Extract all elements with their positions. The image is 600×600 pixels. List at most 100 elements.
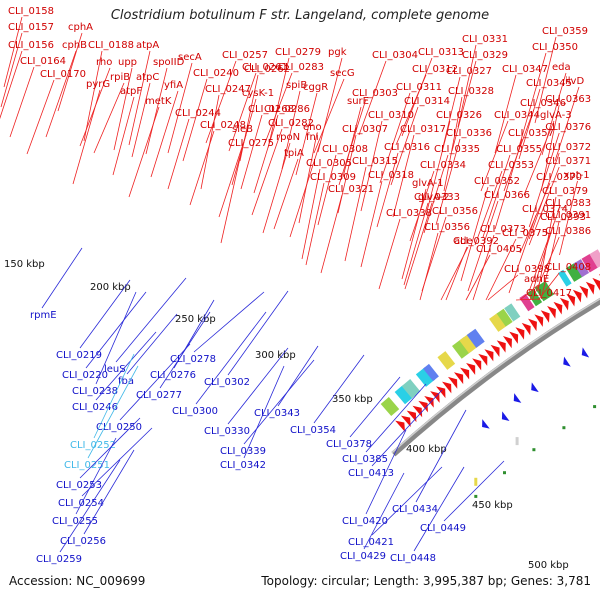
reverse-label-connector (277, 345, 319, 407)
scale-label: 350 kbp (332, 394, 373, 405)
forward-gene-label: CLI_0318 (368, 170, 414, 181)
forward-label-connector (344, 166, 367, 262)
forward-label-connector (537, 196, 557, 292)
reverse-label-connector (115, 277, 187, 363)
forward-gene-label: secA (178, 52, 202, 63)
forward-label-connector (409, 170, 435, 242)
reverse-cds-arrow (581, 347, 590, 358)
reverse-label-connector (79, 279, 131, 349)
forward-gene-label: cggR (303, 82, 328, 93)
reverse-cds-arrow (531, 382, 539, 393)
forward-gene-label: upp (118, 57, 137, 68)
forward-label-connector (494, 74, 517, 154)
forward-cds-arrow (447, 376, 458, 389)
scale-tick (503, 471, 506, 475)
forward-gene-label: CLI_0371 (545, 156, 591, 167)
reverse-label-connector (371, 389, 443, 467)
forward-cds-arrow (478, 353, 488, 366)
forward-gene-label: CLI_0257 (222, 50, 268, 61)
forward-gene-label: CLI_0311 (396, 82, 442, 93)
forward-gene-label: CLI_0373 (480, 224, 526, 235)
reverse-gene-label: CLI_0252 (70, 440, 116, 451)
reverse-label-connector (193, 291, 265, 353)
forward-gene-label: CLI_0279 (275, 47, 321, 58)
forward-label-connector (518, 88, 541, 160)
forward-gene-label: CLI_0398 (504, 264, 550, 275)
forward-label-connector (301, 168, 321, 260)
cog-category-block (534, 281, 554, 302)
reverse-gene-label: CLI_0220 (62, 370, 108, 381)
reverse-label-connector (413, 466, 465, 552)
forward-label-connector (0, 32, 23, 108)
forward-label-connector (342, 106, 362, 178)
inner-feature-tick (515, 437, 519, 446)
forward-label-connector (487, 274, 519, 301)
forward-gene-label: CLI_0316 (384, 142, 430, 153)
reverse-label-connector (95, 291, 137, 385)
scale-tick (532, 448, 536, 452)
forward-cds-arrow (502, 335, 512, 349)
forward-label-connector (189, 130, 215, 206)
reverse-gene-label: CLI_0343 (254, 408, 300, 419)
forward-label-connector (131, 82, 151, 158)
reverse-gene-label: CLI_0256 (60, 536, 106, 547)
forward-label-connector (262, 142, 291, 234)
reverse-label-connector (59, 459, 121, 553)
forward-gene-label: pyrG (86, 79, 110, 90)
forward-gene-label: CLI_0345 (526, 78, 572, 89)
forward-cds-arrow (579, 285, 589, 299)
reverse-label-connector (195, 311, 267, 405)
forward-gene-label: CLI_0247 (205, 84, 251, 95)
forward-gene-label: CLI_0375 (502, 228, 548, 239)
forward-gene-label: atpF (120, 86, 142, 97)
forward-gene-label: CLI_0268 (248, 104, 294, 115)
forward-cds-arrow (559, 297, 569, 311)
forward-gene-label: CLI_0157 (8, 22, 54, 33)
forward-gene-label: CLI_0304 (372, 50, 418, 61)
forward-cds-arrow (418, 400, 428, 413)
forward-label-connector (531, 236, 560, 301)
cog-category-block (519, 293, 535, 312)
cog-category-block (504, 303, 521, 322)
forward-gene-label: CLI_0315 (352, 156, 398, 167)
forward-label-connector (554, 86, 580, 162)
forward-gene-label: CLI_0352 (474, 176, 520, 187)
forward-label-connector (482, 154, 511, 238)
forward-gene-label: yfiA (164, 80, 183, 91)
reverse-label-connector (119, 343, 191, 421)
cog-category-block (589, 249, 600, 268)
forward-gene-label: CLI_0357 (508, 128, 554, 139)
reverse-gene-label: CLI_0342 (220, 460, 266, 471)
forward-gene-label: CLI_0321 (328, 184, 374, 195)
forward-label-connector (26, 79, 55, 155)
backbone-highlight (391, 298, 600, 454)
forward-cds-arrow (553, 301, 563, 315)
forward-gene-label: CLI_0248 (200, 120, 246, 131)
reverse-label-connector (93, 353, 135, 439)
forward-gene-label: CLI_0244 (175, 108, 221, 119)
forward-label-connector (93, 82, 125, 154)
forward-cds-arrow (472, 358, 482, 371)
cog-category-block (557, 269, 572, 287)
reverse-label-connector (75, 437, 117, 515)
forward-gene-label: CLI_0308 (322, 144, 368, 155)
forward-label-connector (404, 202, 433, 290)
forward-cds-arrow (400, 415, 411, 427)
forward-cds-arrow (430, 391, 440, 403)
forward-gene-label: glvA-1 (412, 178, 444, 189)
forward-label-connector (508, 214, 537, 294)
scale-label: 450 kbp (472, 500, 513, 511)
reverse-gene-label: CLI_0434 (392, 504, 438, 515)
forward-gene-label: CLI_0156 (8, 40, 54, 51)
forward-gene-label: surE (347, 96, 369, 107)
forward-cds-arrow (547, 306, 556, 319)
forward-gene-label: CLI_0286 (264, 104, 310, 115)
forward-label-connector (83, 50, 103, 142)
reverse-gene-label: CLI_0429 (340, 551, 386, 562)
genome-backbone-ring (391, 297, 600, 457)
forward-gene-label: rho (96, 57, 112, 68)
reverse-gene-label: leuS (104, 364, 126, 375)
forward-gene-label: CLI_0346 (520, 98, 566, 109)
forward-label-connector (515, 298, 541, 301)
forward-label-connector (281, 90, 301, 170)
